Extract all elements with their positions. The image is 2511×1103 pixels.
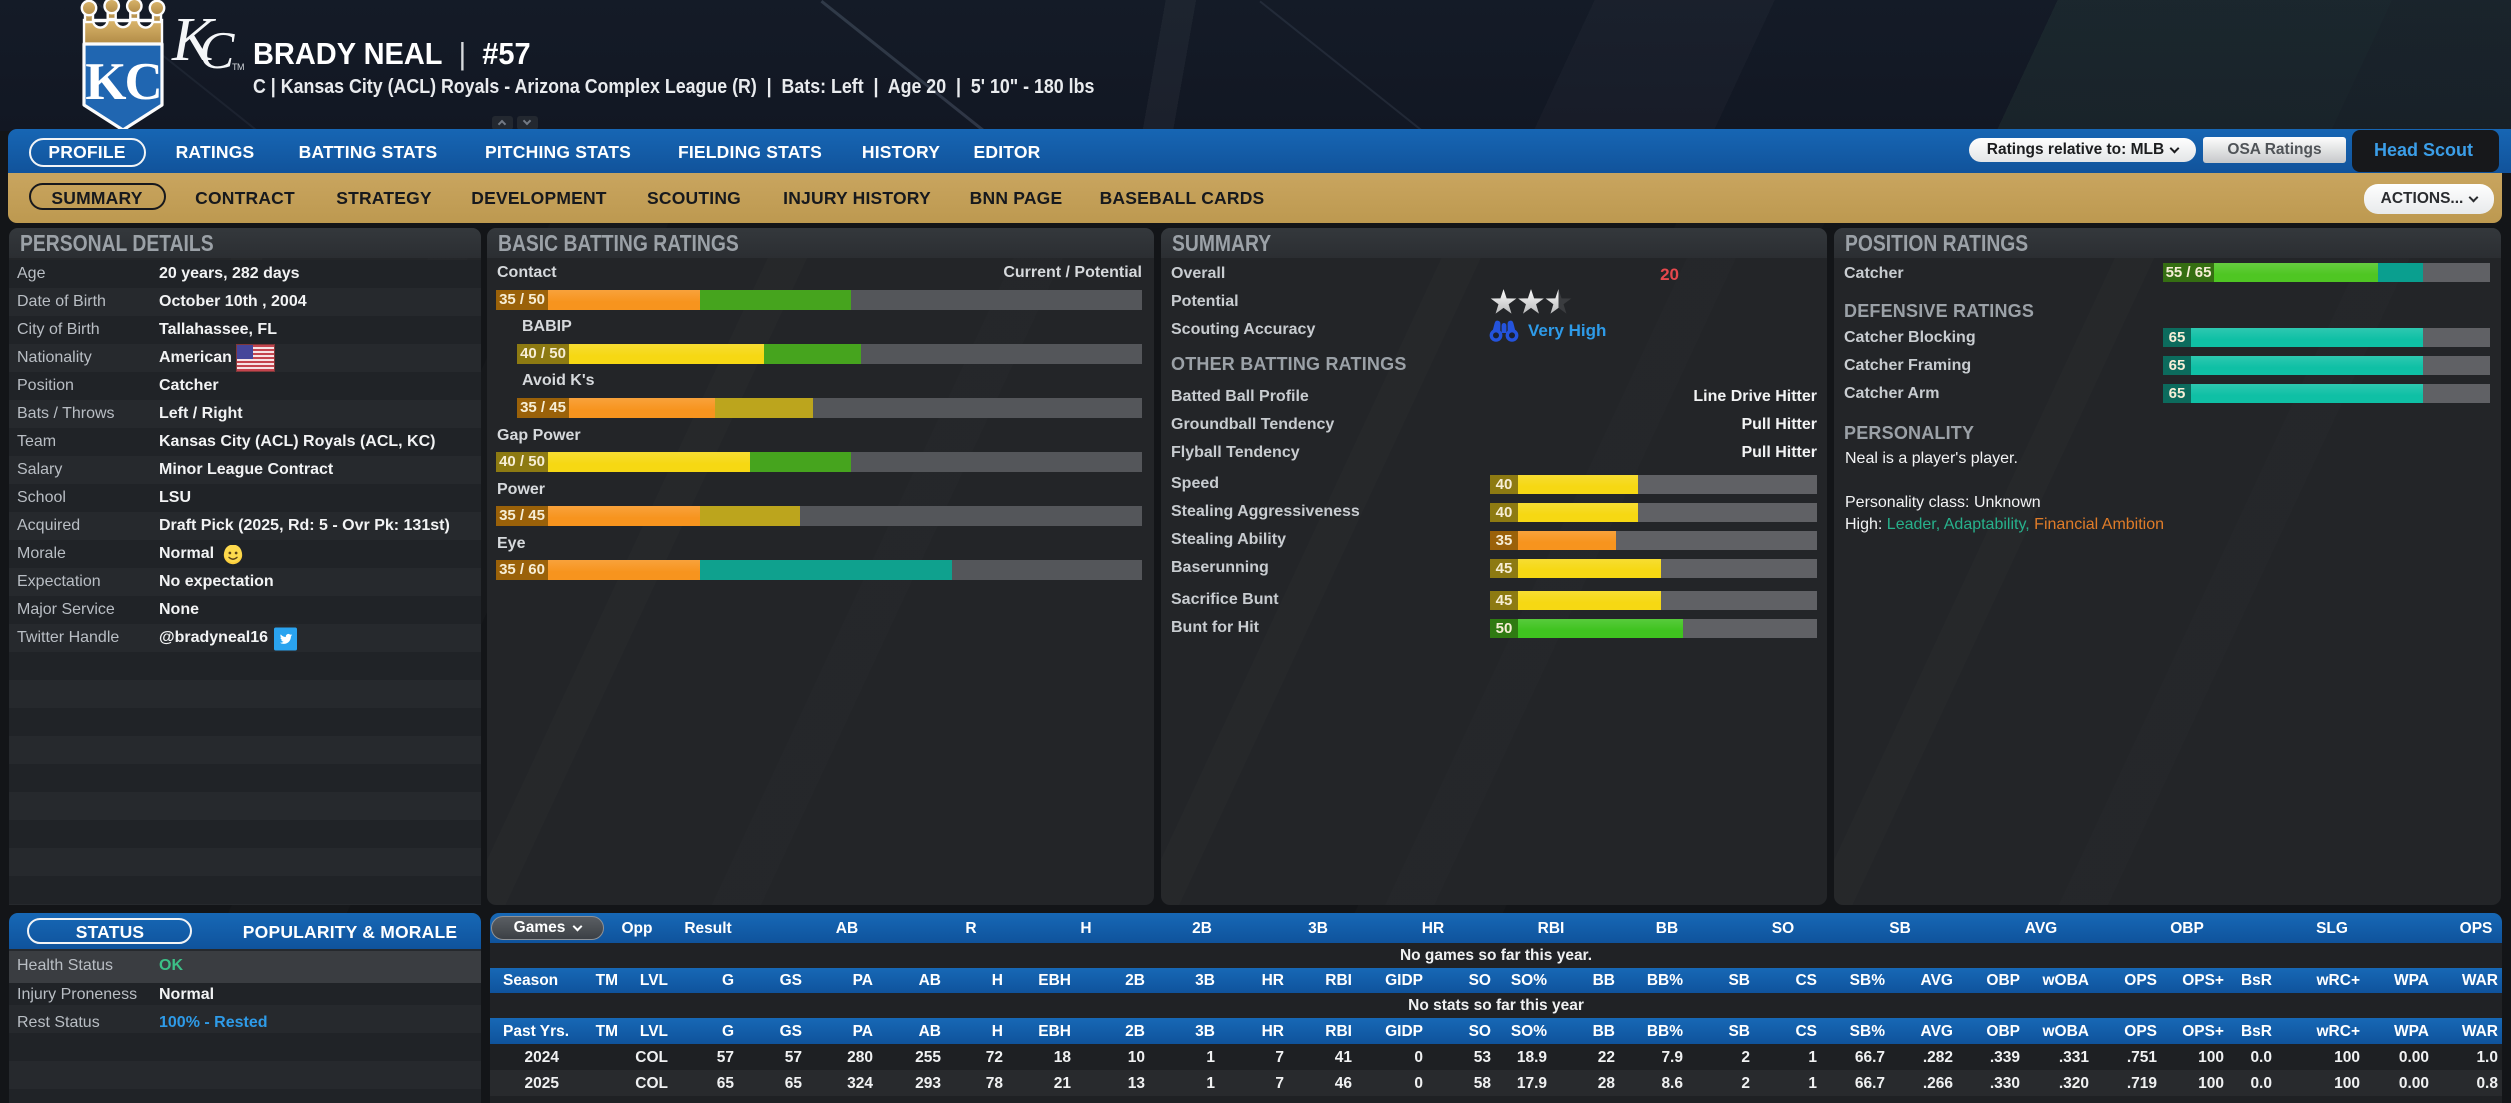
svg-text:KC: KC [85, 53, 161, 111]
